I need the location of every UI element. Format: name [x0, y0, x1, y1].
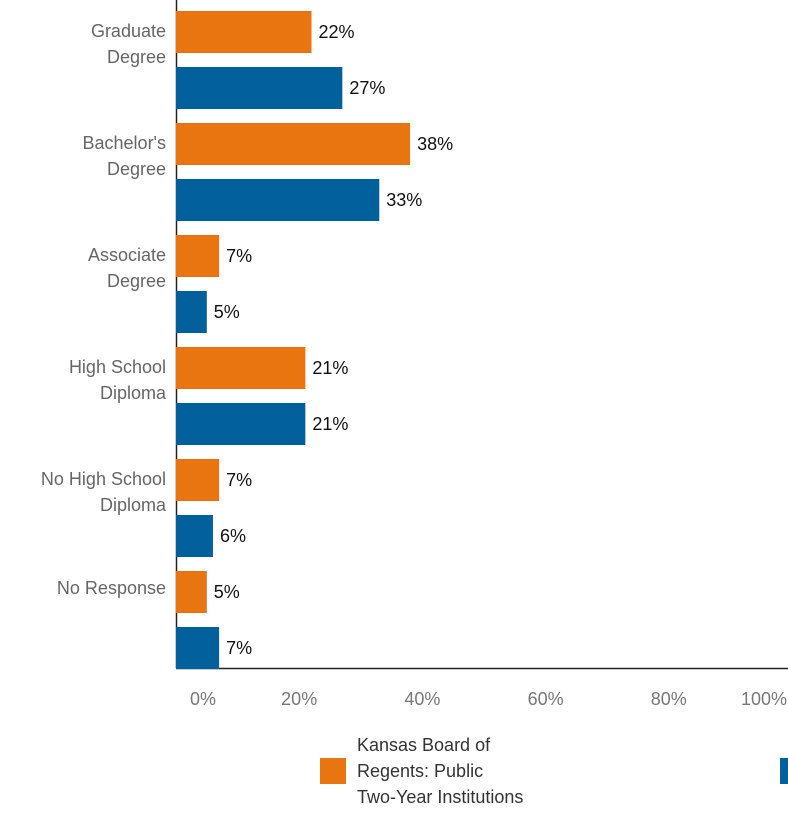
- value-label: 6%: [220, 526, 246, 546]
- bar: [176, 67, 343, 109]
- value-label: 33%: [386, 190, 422, 210]
- bar: [176, 515, 213, 557]
- value-label: 38%: [417, 134, 453, 154]
- value-label: 7%: [226, 246, 252, 266]
- bar: [176, 403, 306, 445]
- bar: [176, 627, 220, 669]
- value-label: 5%: [214, 582, 240, 602]
- x-tick-label: 20%: [281, 689, 317, 709]
- x-tick-label: 0%: [190, 689, 216, 709]
- legend-label: Kansas Board of Regents: Public Two-Year I…: [357, 735, 523, 807]
- value-label: 21%: [312, 414, 348, 434]
- category-label: Graduate Degree: [91, 21, 166, 67]
- legend-swatch: [780, 758, 788, 784]
- category-label: No Response: [57, 578, 166, 598]
- bar: [176, 123, 411, 165]
- value-label: 7%: [226, 638, 252, 658]
- x-tick-label: 60%: [528, 689, 564, 709]
- legend-swatch: [320, 758, 346, 784]
- category-label: Associate Degree: [88, 245, 166, 291]
- bar: [176, 235, 220, 277]
- bar: [176, 291, 207, 333]
- category-label: High School Diploma: [69, 357, 167, 403]
- category-label: Bachelor's Degree: [83, 133, 166, 179]
- value-label: 7%: [226, 470, 252, 490]
- value-label: 22%: [319, 22, 355, 42]
- x-tick-label: 40%: [404, 689, 440, 709]
- value-label: 21%: [312, 358, 348, 378]
- bar: [176, 179, 380, 221]
- bar: [176, 11, 312, 53]
- category-label: No High School Diploma: [41, 469, 167, 515]
- bar: [176, 459, 220, 501]
- x-tick-label: 80%: [651, 689, 687, 709]
- bar: [176, 571, 207, 613]
- value-label: 27%: [349, 78, 385, 98]
- bar: [176, 347, 306, 389]
- value-label: 5%: [214, 302, 240, 322]
- x-tick-label: 100%: [741, 689, 787, 709]
